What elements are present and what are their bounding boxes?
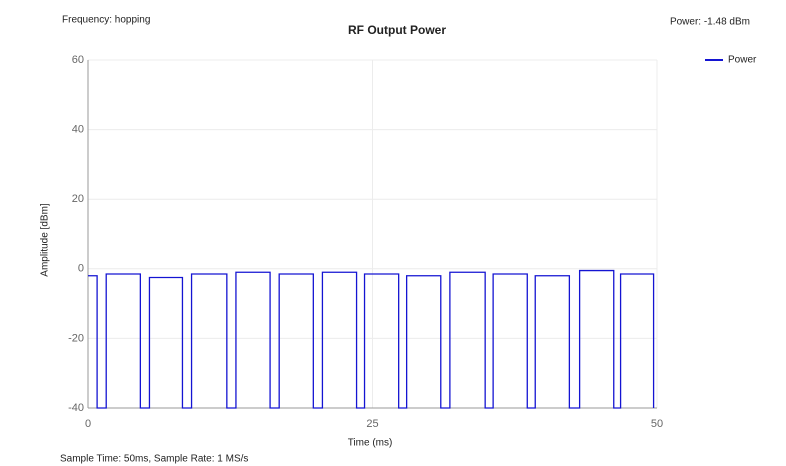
y-tick-label: 0	[78, 263, 84, 275]
y-tick-label: 60	[72, 54, 84, 66]
x-tick-label: 50	[651, 418, 663, 430]
x-axis-label: Time (ms)	[348, 438, 393, 449]
y-tick-label: -20	[68, 332, 84, 344]
footer: Sample Time: 50ms, Sample Rate: 1 MS/s	[60, 454, 248, 465]
x-tick-label: 0	[85, 418, 91, 430]
chart-title: RF Output Power	[348, 23, 446, 37]
x-tick-label: 25	[366, 418, 378, 430]
annotation: Power: -1.48 dBm	[670, 17, 750, 28]
y-tick-label: -40	[68, 402, 84, 414]
y-tick-label: 40	[72, 124, 84, 136]
y-axis-label: Amplitude [dBm]	[40, 203, 51, 277]
legend-label: Power	[728, 55, 757, 66]
series-line	[88, 269, 655, 409]
subtitle: Frequency: hopping	[62, 15, 150, 26]
y-tick-label: 20	[72, 193, 84, 205]
